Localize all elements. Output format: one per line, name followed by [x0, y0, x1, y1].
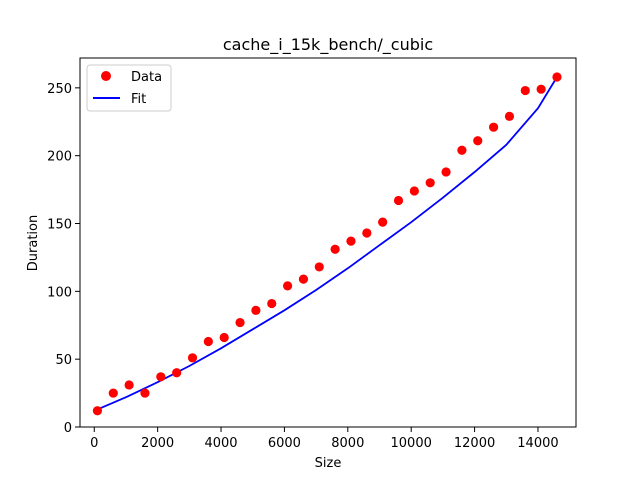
y-tick-label: 250 — [47, 82, 72, 97]
y-axis-label: Duration — [26, 215, 41, 271]
y-tick-label: 0 — [64, 421, 72, 436]
data-point — [552, 72, 562, 82]
data-series — [92, 72, 562, 416]
data-point — [124, 380, 134, 390]
data-point — [267, 298, 277, 309]
x-axis-ticks: 0 2000 4000 6000 8000 10000 12000 14000 — [90, 427, 559, 451]
data-point — [172, 368, 182, 378]
data-point — [108, 388, 118, 398]
data-point — [504, 111, 515, 121]
legend: Data Fit — [86, 64, 172, 112]
data-point — [378, 217, 388, 227]
y-axis-ticks: 0 50 100 150 200 250 — [47, 82, 80, 436]
data-point — [187, 353, 198, 363]
data-point — [488, 122, 499, 132]
data-point — [219, 332, 229, 343]
legend-fit-label: Fit — [131, 92, 146, 107]
data-point — [441, 167, 451, 177]
data-point — [235, 317, 245, 328]
legend-data-marker — [101, 71, 111, 81]
data-point — [330, 244, 340, 254]
data-point — [203, 336, 213, 347]
data-point — [140, 388, 150, 398]
legend-data-label: Data — [131, 70, 162, 85]
data-point — [298, 274, 309, 284]
data-point — [409, 186, 419, 196]
data-point — [520, 85, 530, 96]
plot-frame — [79, 57, 577, 428]
data-point — [156, 372, 166, 382]
chart-title: cache_i_15k_bench/_cubic — [223, 35, 433, 55]
data-point — [92, 406, 103, 416]
data-point — [457, 145, 467, 155]
data-point — [425, 178, 435, 188]
y-tick-label: 200 — [47, 150, 72, 165]
y-tick-label: 150 — [47, 218, 72, 233]
data-point — [314, 262, 324, 272]
x-tick-label: 4000 — [204, 436, 237, 451]
data-point — [473, 136, 483, 146]
data-point — [251, 305, 261, 315]
data-point — [393, 195, 404, 206]
x-tick-label: 12000 — [454, 436, 495, 451]
data-point — [536, 84, 546, 94]
data-point — [346, 236, 356, 246]
y-tick-label: 100 — [47, 285, 72, 300]
y-tick-label: 50 — [55, 353, 72, 368]
x-tick-label: 14000 — [517, 436, 558, 451]
x-tick-label: 2000 — [141, 436, 174, 451]
data-point — [362, 228, 372, 238]
x-tick-label: 6000 — [268, 436, 301, 451]
x-tick-label: 10000 — [391, 436, 432, 451]
x-tick-label: 0 — [90, 436, 98, 451]
data-point — [282, 281, 293, 291]
x-axis-label: Size — [315, 456, 342, 471]
x-tick-label: 8000 — [331, 436, 364, 451]
